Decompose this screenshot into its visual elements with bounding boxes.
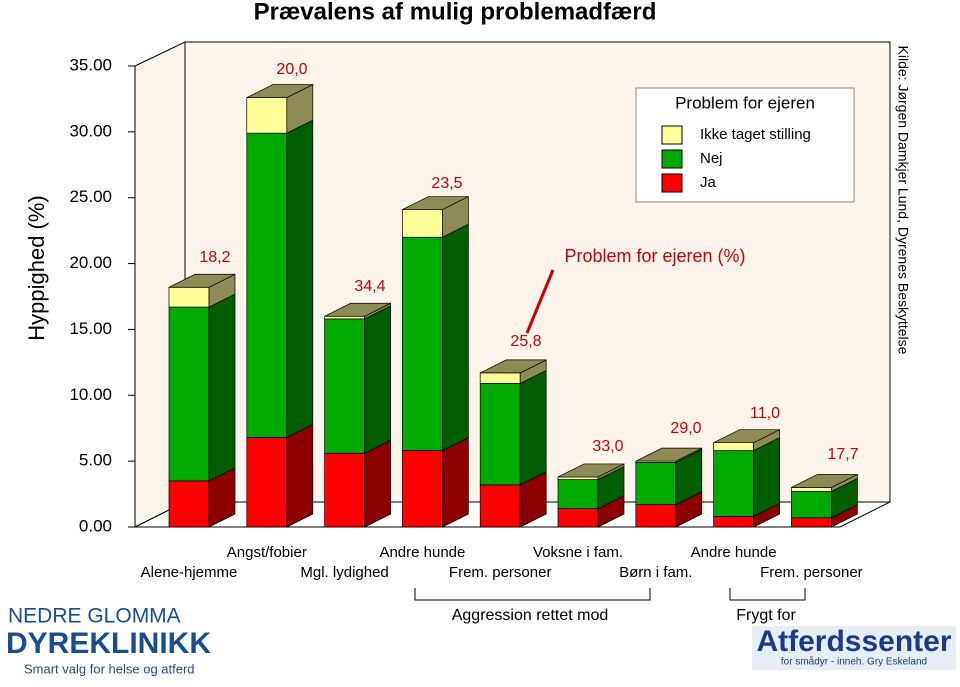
bar-label: 11,0 — [750, 405, 780, 422]
bar-segment — [479, 383, 521, 486]
bar-label: 25,8 — [510, 333, 541, 350]
y-tick-label: 30.00 — [69, 121, 112, 140]
chart-title: Prævalens af mulig problemadfærd — [254, 0, 657, 25]
group-brackets — [414, 588, 806, 601]
bar-segment — [168, 306, 210, 482]
bar-label: 33,0 — [592, 438, 623, 455]
annotation-line — [525, 269, 555, 334]
logo-text: Atferdssenter — [756, 625, 951, 658]
bar-label: 23,5 — [431, 175, 462, 192]
bar-label: 29,0 — [670, 420, 701, 437]
bar-segment — [791, 517, 832, 528]
bar-segment — [246, 132, 288, 438]
bar-top — [557, 463, 625, 478]
bar-top — [168, 273, 236, 288]
bar-label: 34,4 — [354, 278, 385, 295]
bar-segment — [402, 450, 443, 528]
y-tick-label: 25.00 — [69, 187, 112, 206]
bar-segment — [402, 236, 443, 451]
y-tick-label: 5.00 — [79, 451, 112, 470]
bar-segment — [246, 97, 288, 134]
bar-segment — [402, 209, 443, 238]
group-label: Aggression rettet mod — [452, 607, 609, 624]
bar-side — [364, 439, 391, 528]
source: Kilde: Jørgen Damkjer Lund, Dyrenes Besk… — [895, 46, 911, 355]
bar-segment — [557, 476, 599, 480]
bar-segment — [557, 508, 599, 528]
group-label: Frygt for — [736, 607, 796, 624]
x-tick-label: Angst/fobier — [227, 544, 307, 561]
bar-segment — [479, 484, 521, 528]
x-tick-label: Alene-hjemme — [141, 564, 238, 581]
legend-swatch — [661, 125, 683, 145]
bar-segment — [246, 437, 288, 528]
x-tick-label: Andre hunde — [379, 544, 465, 561]
bar-side — [753, 437, 780, 518]
bar-side — [442, 223, 469, 452]
bar-top — [324, 302, 391, 317]
bar-side — [519, 369, 547, 486]
logo-text: NEDRE GLOMMA — [8, 605, 181, 628]
logo-text: for smådyr - inneh. Gry Eskeland — [781, 656, 927, 668]
bar-segment — [557, 479, 599, 509]
x-tick-label: Voksne i fam. — [533, 544, 623, 561]
legend-swatch — [661, 149, 683, 169]
bar-segment — [713, 442, 754, 451]
legend-title: Problem for ejeren — [675, 93, 815, 112]
bar-segment — [635, 462, 677, 505]
bar-label: 17,7 — [827, 446, 858, 463]
logo-text: DYREKLINIKK — [6, 627, 211, 660]
legend-label: Ikke taget stilling — [700, 126, 811, 143]
bar-label: 20,0 — [276, 61, 307, 78]
bar-top — [246, 84, 313, 98]
bar-segment — [791, 491, 832, 519]
bar-segment — [713, 516, 754, 528]
bar-segment — [324, 318, 365, 454]
bar-label: 18,2 — [199, 249, 230, 266]
bar-side — [286, 119, 314, 439]
bar-segment — [635, 504, 677, 528]
bar-side — [208, 293, 236, 482]
y-tick-label: 0.00 — [79, 516, 112, 535]
legend-label: Ja — [700, 174, 717, 191]
bar-top — [402, 196, 469, 210]
annotation: Problem for ejeren (%) — [564, 246, 745, 266]
bar-segment — [324, 315, 365, 320]
bar-top — [480, 359, 547, 374]
bar-segment — [791, 487, 832, 492]
bar-top — [791, 474, 858, 488]
bar-side — [364, 305, 391, 454]
y-tick-label: 10.00 — [69, 385, 112, 404]
bar-top — [713, 429, 780, 444]
bar-top — [635, 447, 702, 462]
y-axis-label: Hyppighed (%) — [24, 195, 49, 341]
logo-bg — [752, 626, 956, 670]
bar-side — [442, 437, 469, 528]
bar-segment — [713, 450, 754, 517]
legend-label: Nej — [700, 150, 723, 167]
bar-segment — [168, 286, 210, 308]
x-tick-label: Børn i fam. — [619, 564, 692, 581]
bar-segment — [479, 372, 521, 384]
logo-text: Smart valg for helse og atferd — [24, 661, 195, 676]
y-tick-label: 35.00 — [69, 55, 112, 74]
x-tick-label: Mgl. lydighed — [300, 564, 388, 581]
y-tick-label: 20.00 — [69, 253, 112, 272]
bar-segment — [168, 480, 210, 528]
bar-side — [286, 423, 314, 528]
x-tick-label: Frem. personer — [760, 564, 863, 581]
bar-segment — [324, 452, 365, 528]
y-tick-label: 15.00 — [69, 319, 112, 338]
x-tick-label: Andre hunde — [691, 544, 777, 561]
legend-swatch — [661, 173, 683, 193]
x-tick-label: Frem. personer — [449, 564, 552, 581]
